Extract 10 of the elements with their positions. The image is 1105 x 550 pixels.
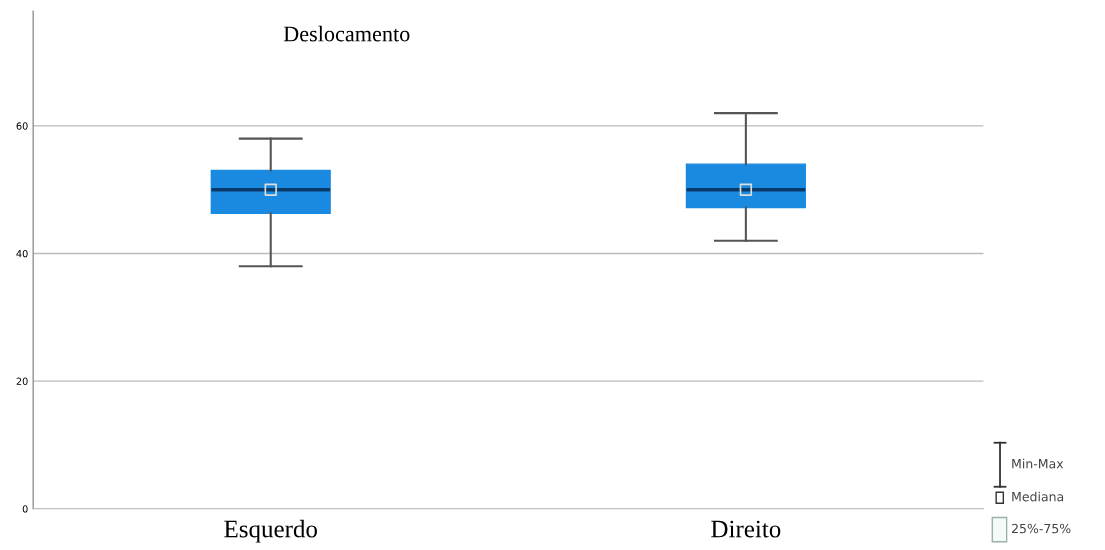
y-tick-label: 40	[16, 249, 28, 258]
text: 25%-75%	[1011, 523, 1071, 534]
text: Mediana	[1012, 491, 1064, 502]
y-tick-label: 60	[16, 122, 28, 130]
text: Min-Max	[1012, 458, 1064, 469]
x-tick-label: Esquerdo	[224, 519, 317, 543]
y-tick-label: 0	[22, 505, 28, 513]
y-tick-label: 20	[16, 377, 28, 385]
x-tick-label: Direito	[711, 520, 781, 538]
text: Deslocamento	[283, 25, 410, 42]
